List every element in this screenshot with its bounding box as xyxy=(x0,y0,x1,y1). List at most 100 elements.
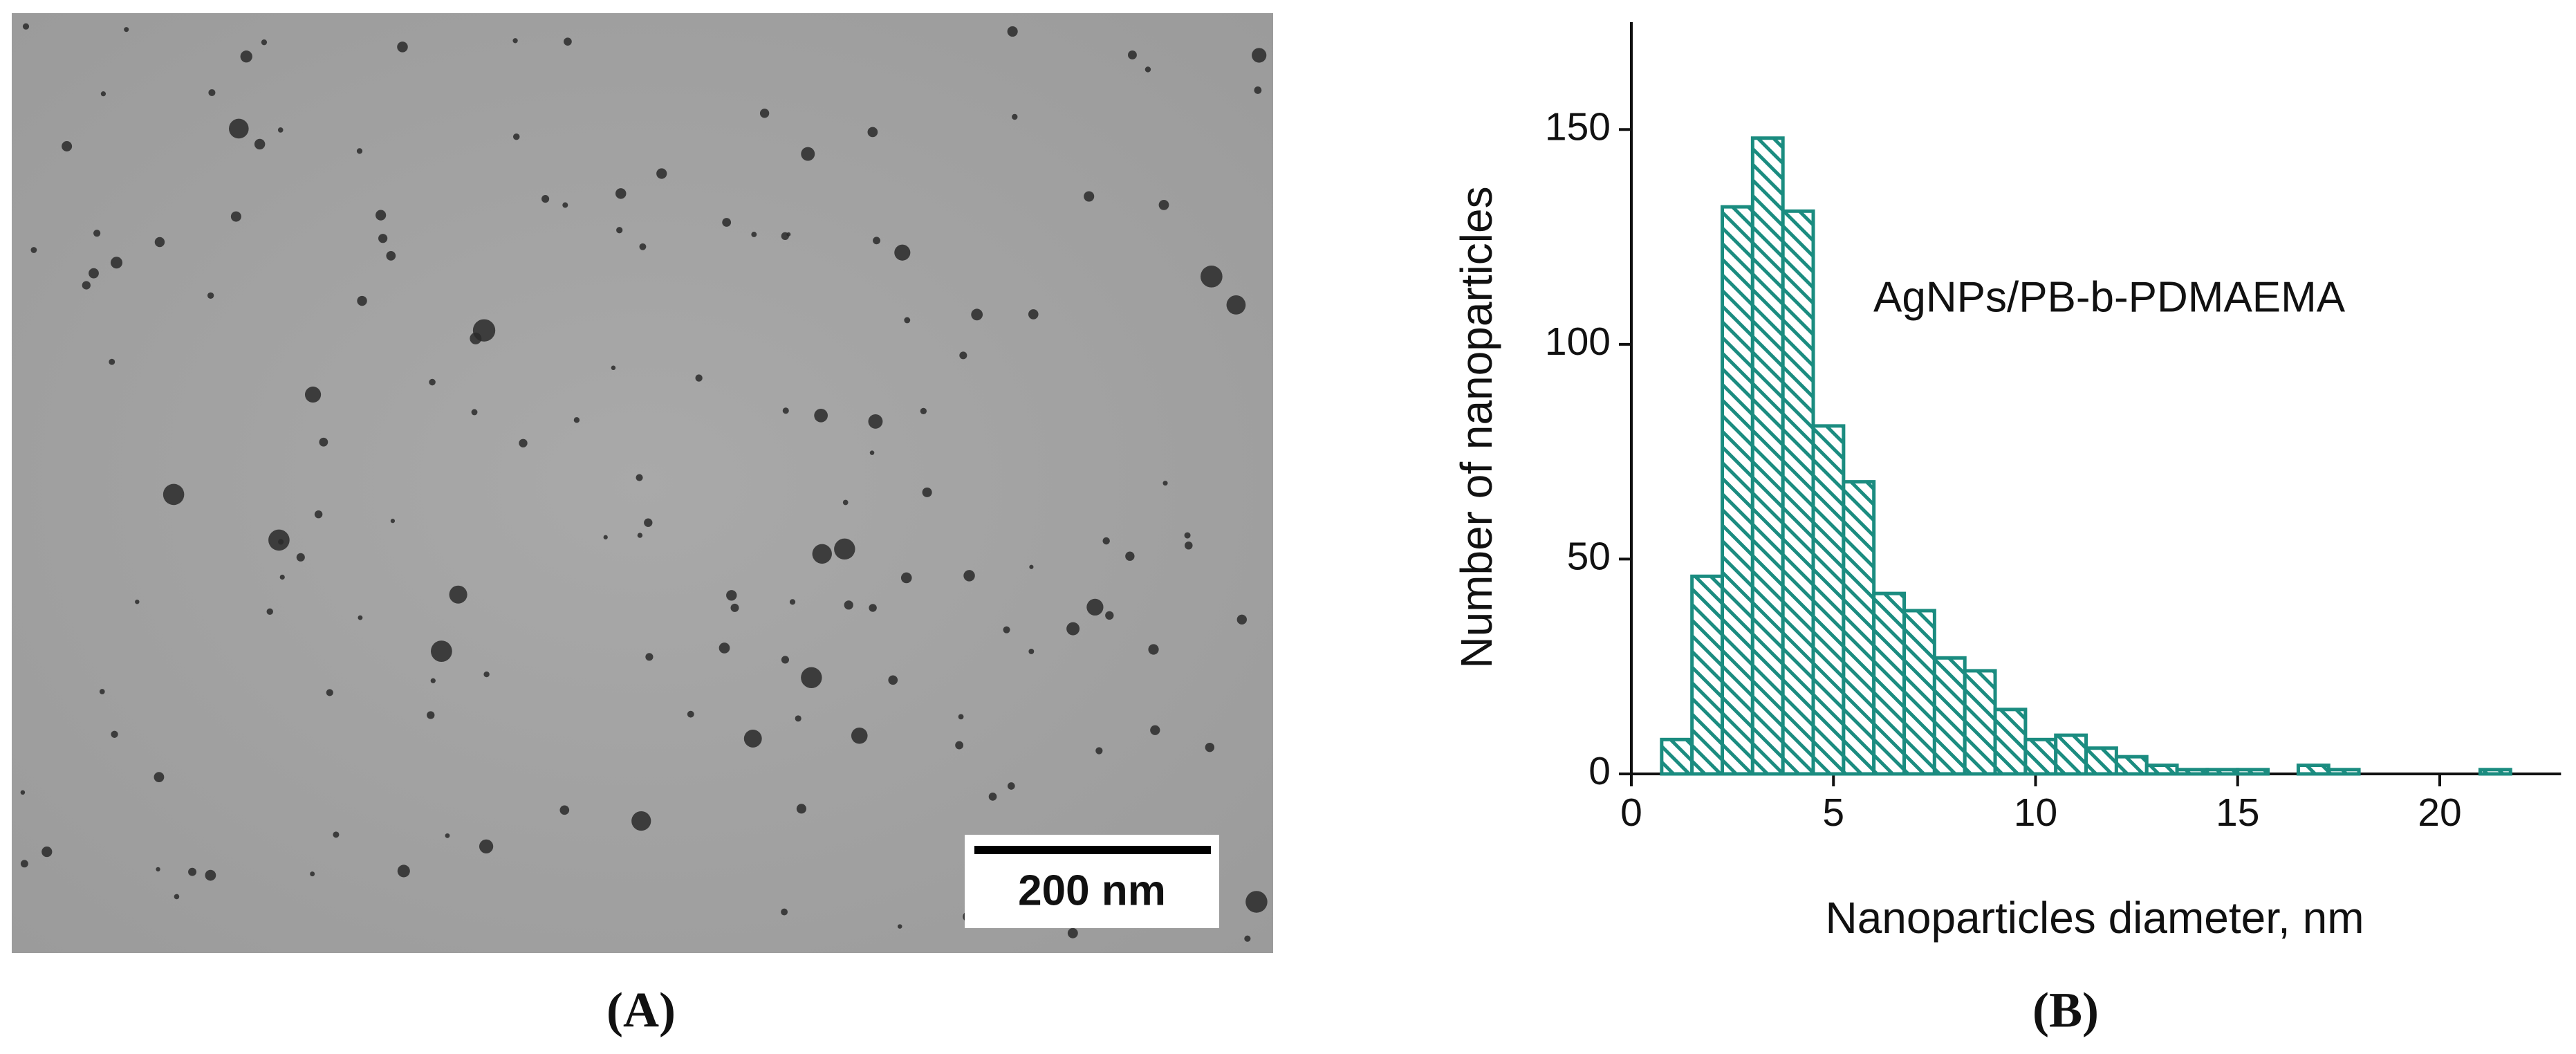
nanoparticle xyxy=(795,715,801,722)
nanoparticle xyxy=(988,793,997,801)
nanoparticle xyxy=(722,218,732,227)
nanoparticle xyxy=(296,553,305,562)
nanoparticle xyxy=(868,414,883,429)
nanoparticle xyxy=(174,894,180,900)
nanoparticle xyxy=(483,671,490,678)
nanoparticle xyxy=(759,109,770,118)
nanoparticle xyxy=(110,257,123,269)
nanoparticle xyxy=(1003,626,1010,634)
nanoparticle xyxy=(959,351,967,360)
nanoparticle xyxy=(781,656,790,664)
nanoparticle xyxy=(314,510,323,519)
nanoparticle xyxy=(268,529,290,551)
nanoparticle xyxy=(1128,50,1137,59)
nanoparticle xyxy=(93,230,101,237)
bar xyxy=(2054,733,2088,776)
nanoparticle xyxy=(163,483,185,506)
nanoparticle xyxy=(1252,48,1267,63)
nanoparticle xyxy=(541,195,550,203)
nanoparticle xyxy=(730,603,739,612)
bar xyxy=(1660,737,1694,776)
nanoparticle xyxy=(631,811,651,831)
bar xyxy=(2236,768,2270,776)
nanoparticle xyxy=(894,244,911,261)
nanoparticle xyxy=(1125,551,1135,561)
y-tick-label: 50 xyxy=(1567,534,1611,578)
bar xyxy=(2296,764,2331,776)
nanoparticle xyxy=(156,867,160,872)
nanoparticle xyxy=(1185,541,1193,550)
nanoparticle xyxy=(869,450,875,455)
nanoparticle xyxy=(1007,26,1018,37)
nanoparticle xyxy=(814,408,828,423)
panel-label: (A) xyxy=(606,983,676,1038)
nanoparticle xyxy=(445,833,450,838)
bar xyxy=(2114,755,2149,776)
nanoparticle xyxy=(636,474,643,481)
nanoparticle xyxy=(963,570,975,582)
nanoparticle xyxy=(1201,266,1223,288)
nanoparticle xyxy=(430,640,452,663)
nanoparticle xyxy=(562,202,568,208)
nanoparticle xyxy=(471,409,478,416)
nanoparticle xyxy=(844,600,853,610)
nanoparticle xyxy=(154,237,165,248)
x-tick-label: 0 xyxy=(1620,790,1642,835)
bar xyxy=(1811,424,1846,776)
nanoparticle xyxy=(261,39,268,46)
nanoparticle xyxy=(1184,532,1191,539)
nanoparticle xyxy=(479,839,494,853)
nanoparticle xyxy=(109,358,115,365)
nanoparticle xyxy=(470,332,482,344)
nanoparticle xyxy=(358,615,363,620)
bar xyxy=(1872,591,1907,776)
bar xyxy=(1932,656,1967,776)
nanoparticle xyxy=(869,604,877,612)
nanoparticle xyxy=(30,247,37,253)
nanoparticle xyxy=(958,714,964,720)
nanoparticle xyxy=(1145,66,1151,73)
nanoparticle xyxy=(898,924,902,929)
bar xyxy=(1750,136,1785,776)
nanoparticle xyxy=(920,407,927,415)
nanoparticle xyxy=(386,250,396,261)
nanoparticle xyxy=(124,27,129,33)
nanoparticle xyxy=(904,317,911,324)
panel-label: (B) xyxy=(2032,983,2099,1038)
nanoparticle xyxy=(786,232,791,237)
bar xyxy=(2084,746,2118,776)
nanoparticle xyxy=(1007,782,1015,790)
nanoparticle xyxy=(900,572,912,584)
nanoparticle xyxy=(1254,86,1262,94)
nanoparticle xyxy=(1226,295,1246,315)
bar xyxy=(2478,768,2512,776)
nanoparticle xyxy=(1105,611,1114,620)
nanoparticle xyxy=(842,499,849,506)
nanoparticle xyxy=(834,538,855,560)
y-axis-label: Number of nanoparticles xyxy=(1452,186,1501,668)
nanoparticle xyxy=(603,535,608,539)
y-tick-label: 0 xyxy=(1588,749,1611,793)
nanoparticle xyxy=(188,867,196,876)
nanoparticle xyxy=(357,295,367,306)
nanoparticle xyxy=(20,860,28,868)
nanoparticle xyxy=(1205,742,1215,752)
nanoparticle xyxy=(695,374,703,382)
nanoparticle xyxy=(208,89,216,97)
bar xyxy=(2205,768,2240,776)
nanoparticle xyxy=(796,804,806,814)
nanoparticle xyxy=(781,908,788,916)
x-tick-label: 10 xyxy=(2014,790,2057,835)
nanoparticle xyxy=(254,138,266,150)
nanoparticle xyxy=(639,243,647,250)
nanoparticle xyxy=(637,533,643,538)
bar xyxy=(1690,574,1725,776)
nanoparticle xyxy=(99,689,105,694)
nanoparticle xyxy=(429,378,436,386)
nanoparticle xyxy=(1012,113,1018,120)
nanoparticle xyxy=(851,727,868,744)
nanoparticle xyxy=(751,232,757,237)
nanoparticle xyxy=(240,50,252,63)
bar xyxy=(2175,768,2209,776)
